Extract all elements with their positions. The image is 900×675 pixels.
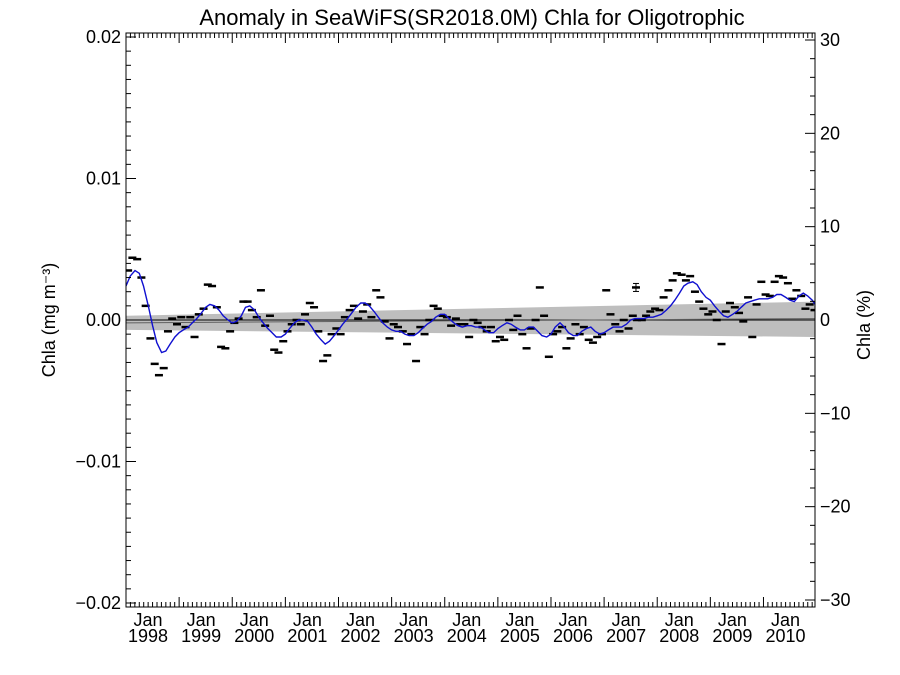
x-tick-label-month: Jan <box>718 610 747 630</box>
x-tick-label-year: 1998 <box>128 626 168 646</box>
x-tick-label-month: Jan <box>399 610 428 630</box>
x-tick-label-year: 2005 <box>500 626 540 646</box>
x-tick-label-year: 2009 <box>712 626 752 646</box>
x-tick-label-month: Jan <box>240 610 269 630</box>
y-axis-left-title: Chla (mg m⁻³) <box>39 263 59 378</box>
x-tick-label-month: Jan <box>505 610 534 630</box>
error-bar-marker <box>631 282 640 292</box>
x-tick-label-year: 2002 <box>340 626 380 646</box>
x-tick-label-year: 2000 <box>234 626 274 646</box>
x-tick-label-year: 2001 <box>287 626 327 646</box>
x-tick-label-year: 2004 <box>447 626 487 646</box>
x-tick-label-year: 2006 <box>553 626 593 646</box>
y-right-tick-label: −30 <box>820 590 851 610</box>
chart-title: Anomaly in SeaWiFS(SR2018.0M) Chla for O… <box>199 5 744 30</box>
x-tick-label-year: 1999 <box>181 626 221 646</box>
x-tick-label-year: 2010 <box>765 626 805 646</box>
x-tick-label-month: Jan <box>771 610 800 630</box>
x-tick-label-year: 2007 <box>606 626 646 646</box>
y-left-tick-label: 0.00 <box>86 310 121 330</box>
smoothed-anomaly-line <box>126 269 815 354</box>
x-tick-label-month: Jan <box>293 610 322 630</box>
x-tick-label-month: Jan <box>452 610 481 630</box>
x-tick-label-month: Jan <box>187 610 216 630</box>
y-right-tick-label: −10 <box>820 403 851 423</box>
x-tick-label-year: 2008 <box>659 626 699 646</box>
x-tick-label-month: Jan <box>346 610 375 630</box>
y-right-tick-label: 0 <box>820 310 830 330</box>
x-tick-label-month: Jan <box>558 610 587 630</box>
plot-area <box>126 256 815 377</box>
y-axis-right-title: Chla (%) <box>854 290 874 360</box>
axes: −0.02 −0.01 0.00 0.01 0.02 −30 −20 −10 0 10 20 30 Ja… <box>75 27 850 646</box>
x-tick-label-year: 2003 <box>394 626 434 646</box>
x-tick-label-month: Jan <box>665 610 694 630</box>
y-right-tick-label: 30 <box>820 30 840 50</box>
y-left-tick-label: 0.02 <box>86 27 121 47</box>
plot-clip-group <box>126 256 815 377</box>
y-right-tick-label: −20 <box>820 497 851 517</box>
y-right-tick-label: 20 <box>820 123 840 143</box>
y-left-tick-label: −0.02 <box>75 593 121 613</box>
y-left-tick-label: −0.01 <box>75 452 121 472</box>
x-tick-label-month: Jan <box>133 610 162 630</box>
y-left-tick-label: 0.01 <box>86 169 121 189</box>
x-tick-label-month: Jan <box>612 610 641 630</box>
y-right-tick-label: 10 <box>820 217 840 237</box>
